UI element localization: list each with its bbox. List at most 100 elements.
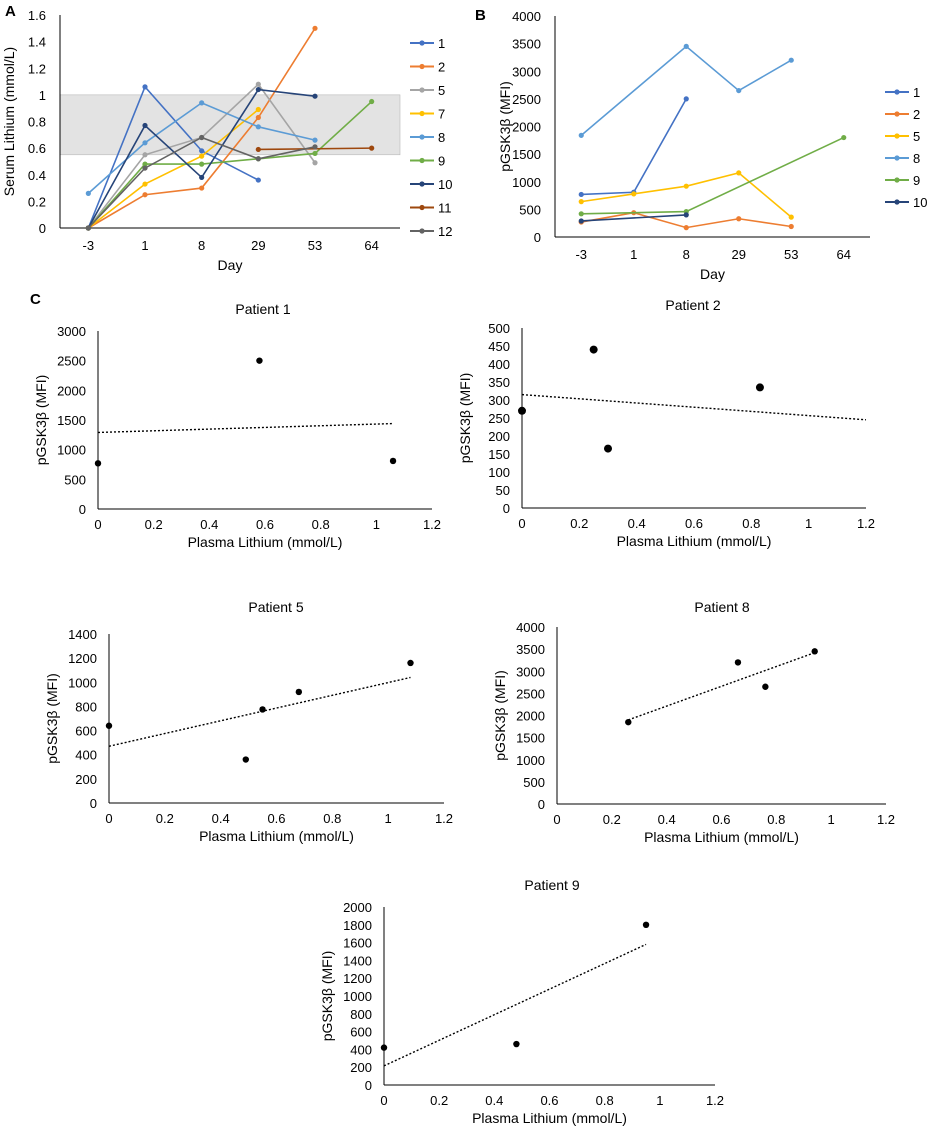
- data-point: [255, 124, 261, 130]
- legend-marker: [894, 155, 900, 161]
- series-11: 11: [255, 145, 452, 216]
- data-point: [142, 161, 148, 167]
- scatter-patient-5: Patient 5 0 200 400 600 800 1000 1200 1400 0 0.2 0.…: [44, 599, 453, 844]
- legend-marker: [419, 228, 425, 234]
- y-axis-label: pGSK3β (MFI): [497, 81, 513, 172]
- x-tick-label: -3: [575, 247, 587, 262]
- y-tick-label: 0: [538, 797, 545, 812]
- data-point: [312, 160, 318, 166]
- scatter-point: [755, 383, 764, 392]
- y-tick-label: 2000: [516, 709, 545, 724]
- y-tick-label: 3500: [516, 642, 545, 657]
- scatter-point: [242, 756, 249, 763]
- x-axis-label: Day: [700, 266, 725, 282]
- legend-label: 10: [913, 195, 927, 210]
- scatter-point: [407, 659, 414, 667]
- x-axis-label: Plasma Lithium (mmol/L): [199, 828, 354, 844]
- x-tick-label: 1: [656, 1093, 663, 1108]
- data-point: [312, 150, 318, 157]
- x-tick-label: 1: [385, 811, 392, 826]
- y-tick-label: 500: [519, 202, 541, 217]
- legend-label: 11: [438, 201, 452, 216]
- scatter-point: [625, 718, 632, 726]
- y-tick-label: 1000: [57, 443, 86, 458]
- svg-text:C: C: [30, 291, 41, 308]
- y-axis-label: pGSK3β (MFI): [44, 673, 60, 764]
- y-tick-label: 2500: [512, 92, 541, 107]
- scatter-point: [295, 688, 303, 696]
- chart-title: Patient 9: [524, 877, 579, 893]
- data-point: [142, 181, 148, 187]
- data-point: [199, 161, 205, 167]
- x-tick-label: 1: [828, 812, 835, 827]
- x-tick-label: 1.2: [857, 516, 875, 531]
- y-tick-label: 0: [39, 221, 46, 236]
- x-tick-label: 0.2: [156, 811, 174, 826]
- series-12: 12: [85, 134, 452, 239]
- x-axis-label: Plasma Lithium (mmol/L): [188, 534, 343, 550]
- data-point: [255, 156, 261, 162]
- data-point: [142, 122, 148, 129]
- svg-text:B: B: [475, 7, 486, 24]
- x-tick-label: 0.6: [256, 517, 274, 532]
- legend-marker: [894, 111, 900, 117]
- x-tick-label: 0.4: [485, 1093, 503, 1108]
- y-tick-label: 500: [488, 321, 510, 336]
- scatter-patient-1: Patient 1 0 500 1000 1500 2000 2500 3000 0 0.2 0.4…: [33, 301, 441, 550]
- scatter-patient-8: Patient 8 0 500 1000 1500 2000 2500 3000 3500 400…: [492, 599, 895, 845]
- x-tick-label: 0: [553, 812, 560, 827]
- chart-title: Patient 8: [694, 599, 749, 615]
- data-point: [788, 214, 794, 220]
- y-axis-label: pGSK3β (MFI): [492, 670, 508, 761]
- data-point: [199, 148, 205, 154]
- scatter-point: [389, 457, 397, 465]
- x-tick-label: 0.2: [430, 1093, 448, 1108]
- y-tick-label: 2500: [516, 686, 545, 701]
- x-tick-label: 0.8: [596, 1093, 614, 1108]
- data-point: [255, 177, 261, 183]
- y-tick-label: 500: [64, 472, 86, 487]
- y-tick-label: 1.2: [28, 61, 46, 76]
- series-line-1: [581, 98, 687, 196]
- data-point: [788, 57, 794, 63]
- scatter-point: [105, 722, 113, 729]
- data-point: [199, 100, 205, 106]
- data-point: [255, 114, 261, 121]
- data-point: [142, 84, 148, 90]
- y-tick-label: 0.2: [28, 194, 46, 209]
- y-tick-label: 50: [496, 483, 510, 498]
- y-tick-label: 1800: [343, 918, 372, 933]
- legend-marker: [894, 177, 900, 183]
- legend-label: 7: [438, 107, 445, 122]
- y-tick-label: 1400: [68, 627, 97, 642]
- y-tick-label: 4000: [516, 620, 545, 635]
- x-tick-label: 0: [105, 811, 112, 826]
- x-tick-label: 0.4: [658, 812, 676, 827]
- scatter-point: [518, 406, 526, 415]
- x-tick-label: 0.8: [767, 812, 785, 827]
- x-tick-label: 1: [805, 516, 812, 531]
- y-tick-label: 1600: [343, 936, 372, 951]
- y-tick-label: 200: [350, 1060, 372, 1075]
- x-tick-label: 0.2: [570, 516, 588, 531]
- scatter-patient-9: Patient 9 0 200 400 600 800 1000 1200 1400 1600 18…: [319, 877, 724, 1126]
- series-9: 9: [578, 134, 920, 217]
- x-axis-label: Day: [218, 257, 243, 273]
- data-point: [199, 185, 205, 191]
- scatter-point: [94, 460, 102, 467]
- y-tick-label: 1.6: [28, 8, 46, 23]
- data-point: [736, 216, 742, 222]
- y-tick-label: 3000: [57, 324, 86, 339]
- scatter-point: [380, 1044, 388, 1051]
- x-tick-label: 0.4: [628, 516, 646, 531]
- y-tick-label: 4000: [512, 9, 541, 24]
- y-tick-label: 3500: [512, 37, 541, 52]
- legend-marker: [419, 157, 425, 164]
- legend-label: 2: [438, 60, 445, 75]
- legend-label: 9: [913, 173, 920, 188]
- scatter-point: [259, 706, 266, 713]
- y-tick-label: 1000: [512, 175, 541, 190]
- data-point: [683, 96, 689, 102]
